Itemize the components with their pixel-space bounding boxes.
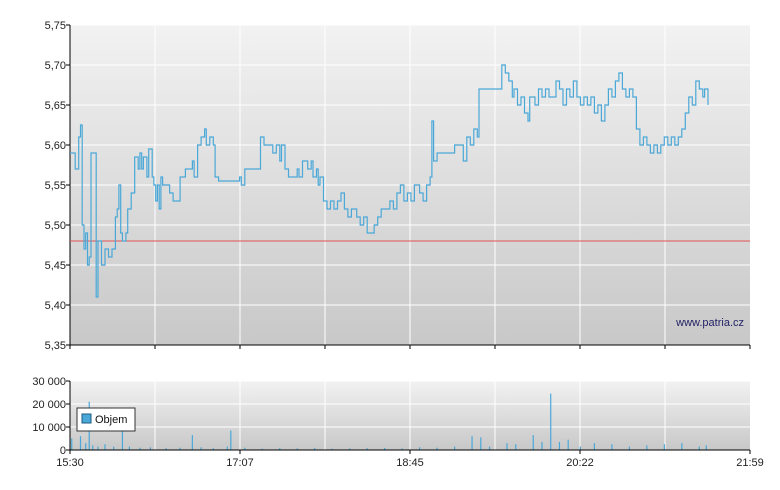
price-y-tick-label: 5,75 xyxy=(45,20,66,32)
price-y-tick-label: 5,60 xyxy=(45,140,66,152)
price-y-tick-label: 5,40 xyxy=(45,300,66,312)
x-axis-ticks: 15:30 17:07 18:45 20:22 21:59 xyxy=(56,450,764,469)
x-tick-label: 18:45 xyxy=(396,457,424,469)
volume-y-tick-label: 20 000 xyxy=(32,399,66,411)
volume-panel: 0 10 000 20 000 30 000 Objem xyxy=(32,376,750,457)
volume-y-tick-label: 30 000 xyxy=(32,376,66,388)
price-y-tick-label: 5,50 xyxy=(45,220,66,232)
price-y-tick-label: 5,70 xyxy=(45,60,66,72)
volume-y-tick-label: 0 xyxy=(60,445,66,457)
legend-label: Objem xyxy=(95,414,127,426)
x-tick-label: 21:59 xyxy=(736,457,764,469)
volume-legend: Objem xyxy=(76,407,136,432)
volume-grid xyxy=(70,380,750,450)
price-y-tick-label: 5,55 xyxy=(45,180,66,192)
price-y-tick-label: 5,45 xyxy=(45,260,66,272)
price-panel: 5,35 5,40 5,45 5,50 5,55 5,60 5,65 5,70 5,75 www… xyxy=(45,20,751,352)
x-tick-label: 20:22 xyxy=(566,457,594,469)
price-y-tick-label: 5,35 xyxy=(45,340,66,352)
x-tick-label: 17:07 xyxy=(226,457,254,469)
price-axis-ticks: 5,35 5,40 5,45 5,50 5,55 5,60 5,65 5,70 5,75 xyxy=(45,20,751,352)
price-y-tick-label: 5,65 xyxy=(45,100,66,112)
price-series-line xyxy=(70,64,709,298)
legend-swatch xyxy=(81,413,92,424)
volume-y-tick-label: 10 000 xyxy=(32,422,66,434)
watermark: www.patria.cz xyxy=(675,317,744,329)
x-tick-label: 15:30 xyxy=(56,457,84,469)
